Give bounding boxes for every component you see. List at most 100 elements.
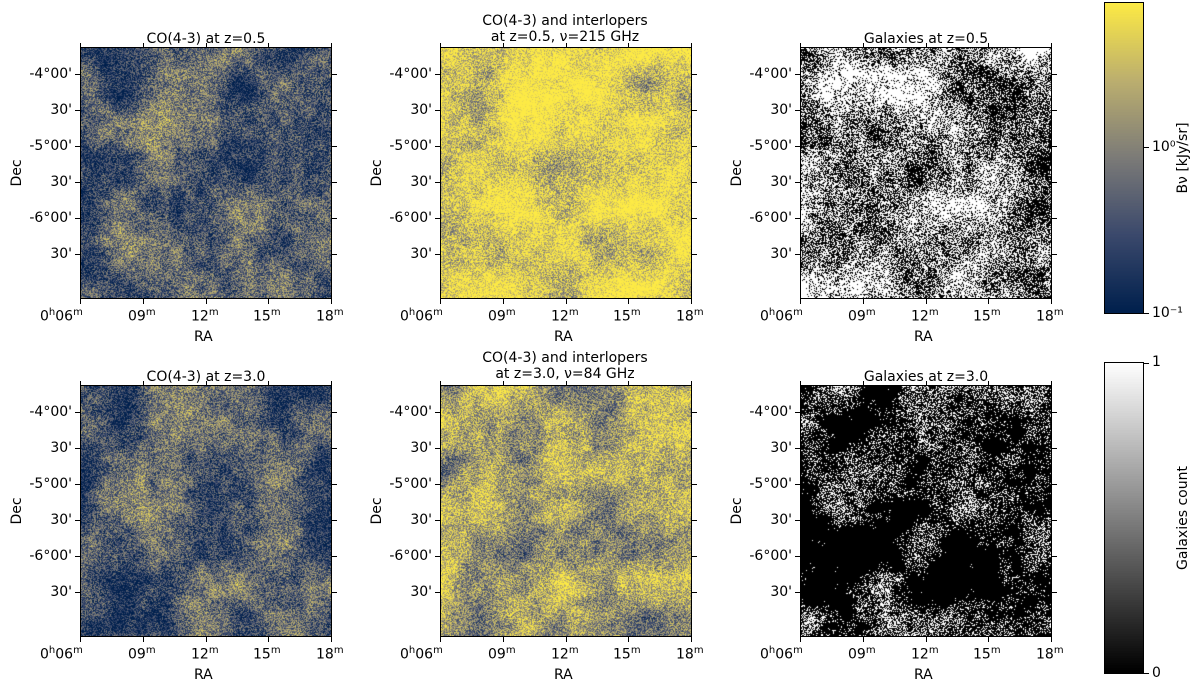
ra-tick-mark — [80, 637, 81, 642]
dec-tick-label: 30' — [50, 512, 72, 528]
dec-tick-mark — [795, 146, 800, 147]
ra-tick-mark-top — [691, 43, 692, 47]
ra-axis-label: RA — [194, 667, 213, 683]
title-line: at z=3.0, ν=84 GHz — [495, 366, 635, 382]
ra-tick-mark-top — [80, 43, 81, 47]
dec-tick-mark-right — [1052, 412, 1057, 413]
ra-tick-mark — [691, 637, 692, 642]
dec-tick-mark-right — [692, 592, 697, 593]
ra-tick-mark-top — [143, 43, 144, 47]
dec-tick-mark — [75, 110, 80, 111]
dec-tick-mark-right — [1052, 110, 1057, 111]
colorbar-galaxy-count — [1104, 362, 1144, 674]
ra-tick-mark — [503, 299, 504, 304]
ra-tick-mark — [566, 299, 567, 304]
dec-tick-mark-right — [692, 218, 697, 219]
dec-tick-label: 30' — [50, 440, 72, 456]
dec-tick-mark-right — [332, 74, 337, 75]
dec-tick-mark — [435, 592, 440, 593]
ra-tick-mark-top — [863, 381, 864, 385]
dec-tick-mark-right — [332, 448, 337, 449]
dec-tick-label: 30' — [50, 102, 72, 118]
dec-tick-mark — [795, 484, 800, 485]
ra-axis-label: RA — [194, 329, 213, 345]
dec-tick-label: -5°00' — [389, 476, 432, 492]
dec-tick-mark-right — [692, 520, 697, 521]
dec-tick-mark-right — [332, 218, 337, 219]
dec-tick-label: -6°00' — [389, 210, 432, 226]
ra-tick-mark-top — [628, 43, 629, 47]
colorbar-count-tick-mark — [1144, 673, 1149, 674]
dec-tick-label: -6°00' — [749, 210, 792, 226]
dec-tick-mark — [795, 556, 800, 557]
dec-tick-mark — [795, 110, 800, 111]
dec-tick-label: 30' — [410, 174, 432, 190]
ra-tick-mark-top — [988, 43, 989, 47]
ra-axis-label: RA — [914, 329, 933, 345]
dec-tick-label: -6°00' — [389, 548, 432, 564]
dec-tick-mark-right — [332, 556, 337, 557]
ra-tick-mark — [206, 299, 207, 304]
ra-tick-mark — [863, 637, 864, 642]
map-pixels — [441, 386, 691, 636]
dec-tick-mark-right — [692, 448, 697, 449]
ra-tick-mark — [628, 299, 629, 304]
dec-tick-label: 30' — [770, 584, 792, 600]
dec-tick-label: 30' — [50, 246, 72, 262]
dec-tick-mark — [435, 146, 440, 147]
ra-tick-mark — [926, 299, 927, 304]
ra-tick-label: 15m — [253, 645, 281, 663]
dec-tick-mark-right — [1052, 556, 1057, 557]
dec-tick-label: -5°00' — [29, 476, 72, 492]
ra-tick-mark — [1051, 299, 1052, 304]
colorbar-intensity-tick-low: 10⁻¹ — [1152, 305, 1183, 321]
map-pixels — [81, 48, 331, 298]
dec-tick-mark — [435, 182, 440, 183]
ra-tick-mark-top — [926, 381, 927, 385]
ra-tick-label: 12m — [551, 645, 579, 663]
ra-tick-mark-top — [566, 381, 567, 385]
ra-tick-mark — [800, 299, 801, 304]
dec-tick-mark-right — [692, 146, 697, 147]
dec-tick-mark — [795, 448, 800, 449]
dec-tick-mark — [795, 182, 800, 183]
ra-tick-label: 18m — [1036, 307, 1064, 325]
ra-tick-mark-top — [503, 43, 504, 47]
ra-tick-label: 18m — [676, 645, 704, 663]
colorbar-count-label: Galaxies count — [1175, 466, 1191, 570]
dec-tick-label: 30' — [50, 174, 72, 190]
ra-tick-mark-top — [206, 381, 207, 385]
dec-tick-mark — [795, 592, 800, 593]
dec-tick-mark-right — [1052, 254, 1057, 255]
title-line: CO(4-3) and interlopers — [482, 13, 648, 29]
dec-tick-mark-right — [1052, 592, 1057, 593]
dec-tick-label: -5°00' — [749, 476, 792, 492]
map-interlopers-z30 — [440, 385, 692, 637]
ra-axis-label: RA — [554, 667, 573, 683]
ra-tick-mark — [503, 637, 504, 642]
dec-tick-mark-right — [692, 556, 697, 557]
colorbar-count-tick-high: 1 — [1152, 354, 1161, 370]
dec-tick-label: -6°00' — [29, 210, 72, 226]
dec-tick-label: 30' — [770, 512, 792, 528]
ra-tick-mark-top — [440, 43, 441, 47]
dec-tick-label: 30' — [410, 102, 432, 118]
dec-tick-mark — [435, 74, 440, 75]
dec-tick-mark-right — [1052, 484, 1057, 485]
tick-text: 1 — [1152, 354, 1161, 370]
ra-axis-label: RA — [914, 667, 933, 683]
ra-tick-mark — [440, 299, 441, 304]
ra-tick-mark — [143, 637, 144, 642]
ra-tick-mark-top — [691, 381, 692, 385]
dec-tick-mark — [435, 218, 440, 219]
tick-text: 10⁰ — [1152, 139, 1176, 155]
ra-tick-label: 18m — [1036, 645, 1064, 663]
ra-tick-label: 09m — [848, 645, 876, 663]
ra-tick-label: 15m — [613, 307, 641, 325]
map-pixels — [81, 386, 331, 636]
map-pixels — [441, 48, 691, 298]
dec-tick-mark-right — [692, 412, 697, 413]
dec-tick-label: -5°00' — [749, 138, 792, 154]
ra-tick-mark — [566, 637, 567, 642]
ra-tick-label: 0h06m — [400, 307, 443, 325]
